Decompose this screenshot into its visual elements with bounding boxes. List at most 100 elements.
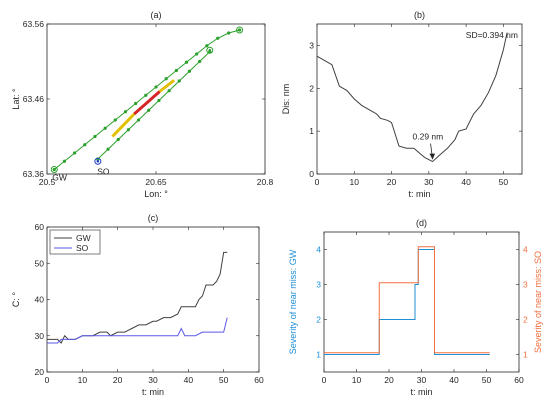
panel-a: (a) 20.5 20.65 20.8 63.36 63.46 63.56 Lon: ° La… <box>11 10 274 199</box>
data-point <box>216 36 220 40</box>
y-right-tick-label: 2 <box>523 315 528 325</box>
panel-c-title: (c) <box>148 213 159 223</box>
data-point <box>93 134 97 139</box>
y-tick-label: 2 <box>316 315 321 325</box>
endpoint-marker <box>50 166 58 173</box>
series-line <box>316 32 508 163</box>
panel-a-title: (a) <box>151 10 162 20</box>
endpoint-dot <box>238 28 241 32</box>
x-tick-label: 10 <box>350 177 360 187</box>
endpoint-dot <box>52 168 56 171</box>
data-point <box>174 68 178 73</box>
series-line <box>324 246 490 354</box>
y-tick-label: 40 <box>35 295 45 305</box>
y-tick-label: 50 <box>35 258 45 268</box>
data-point <box>164 77 168 81</box>
x-tick-label: 0 <box>45 375 50 385</box>
point-label: GW <box>52 172 67 182</box>
highlight-segment <box>133 90 161 116</box>
endpoint-marker <box>236 26 244 34</box>
panel-b-title: (b) <box>414 10 425 20</box>
data-point <box>154 85 158 89</box>
data-point <box>106 147 110 151</box>
data-point <box>134 101 138 106</box>
highlight-segment <box>111 112 136 138</box>
data-point <box>136 118 141 122</box>
data-point <box>177 79 181 83</box>
y-tick-label: 3 <box>316 280 321 290</box>
axes-frame <box>46 23 266 175</box>
x-tick-label: 0 <box>315 177 320 187</box>
data-point <box>157 98 161 103</box>
data-point <box>147 108 151 112</box>
x-tick-label: 50 <box>482 375 492 385</box>
min-distance-label: 0.29 nm <box>413 132 444 142</box>
arrow-head <box>429 153 436 160</box>
axes-frame <box>323 231 520 373</box>
data-point <box>144 93 148 97</box>
y-tick-label: 63.56 <box>23 19 45 29</box>
y-right-tick-label: 4 <box>523 245 528 255</box>
data-point <box>184 60 189 64</box>
x-tick-label: 30 <box>148 375 158 385</box>
legend-label: GW <box>76 233 91 243</box>
series-line <box>53 29 240 170</box>
panel-c: (c) 0 10 20 30 40 50 60 20 30 40 50 60 t: min C: ° GWS… <box>11 213 264 397</box>
endpoint-marker <box>94 157 102 165</box>
y-tick-label: 60 <box>35 222 45 232</box>
endpoint-marker <box>206 46 214 54</box>
y-tick-label: 1 <box>316 350 321 360</box>
x-axis-label: Lon: ° <box>144 189 168 199</box>
y-axis-label: Lat: ° <box>11 88 21 110</box>
x-tick-label: 20 <box>384 375 394 385</box>
data-point <box>205 44 209 48</box>
y-right-tick-label: 3 <box>523 280 528 290</box>
data-point <box>123 110 128 114</box>
x-axis-label: t: min <box>408 189 430 199</box>
y-right-tick-label: 1 <box>523 350 528 360</box>
y-axis-label: C: ° <box>11 292 21 308</box>
x-tick-label: 20.5 <box>39 177 56 187</box>
point-label: SO <box>97 166 110 176</box>
data-point <box>113 118 117 122</box>
data-point <box>126 128 130 132</box>
y-tick-label: 1 <box>309 126 314 136</box>
data-point <box>198 59 202 64</box>
series-line <box>47 251 228 344</box>
data-point <box>83 143 87 147</box>
data-point <box>195 52 199 56</box>
x-tick-label: 0 <box>322 375 327 385</box>
data-point <box>73 151 77 155</box>
y-tick-label: 63.36 <box>23 169 45 179</box>
x-tick-label: 60 <box>514 375 524 385</box>
legend-box <box>49 229 101 255</box>
x-tick-label: 40 <box>184 375 194 385</box>
x-tick-label: 10 <box>352 375 362 385</box>
x-tick-label: 10 <box>78 375 88 385</box>
x-tick-label: 40 <box>461 177 471 187</box>
panel-d-title: (d) <box>416 218 427 228</box>
data-point <box>62 159 67 163</box>
x-axis-label: t: min <box>142 387 164 397</box>
data-point <box>227 31 231 35</box>
data-point <box>187 69 192 73</box>
data-point <box>116 137 120 142</box>
x-tick-label: 60 <box>254 375 264 385</box>
y-axis-label: Dis: nm <box>281 84 291 115</box>
y-tick-label: 30 <box>35 331 45 341</box>
sd-label: SD=0.394 nm <box>466 30 518 40</box>
legend-label: SO <box>76 243 89 253</box>
x-tick-label: 30 <box>417 375 427 385</box>
highlight-segment <box>158 79 176 93</box>
y-tick-label: 0 <box>309 169 314 179</box>
x-tick-label: 30 <box>424 177 434 187</box>
y-tick-label: 2 <box>309 83 314 93</box>
axes-frame <box>316 23 523 175</box>
panel-b: (b) 0 10 20 30 40 50 0 1 2 3 t: min Dis: nm 0.29 nm S… <box>281 10 523 199</box>
x-tick-label: 20 <box>387 177 397 187</box>
data-point <box>103 126 107 130</box>
x-axis-label: t: min <box>410 387 432 397</box>
x-tick-label: 50 <box>499 177 509 187</box>
endpoint-dot <box>208 48 212 52</box>
